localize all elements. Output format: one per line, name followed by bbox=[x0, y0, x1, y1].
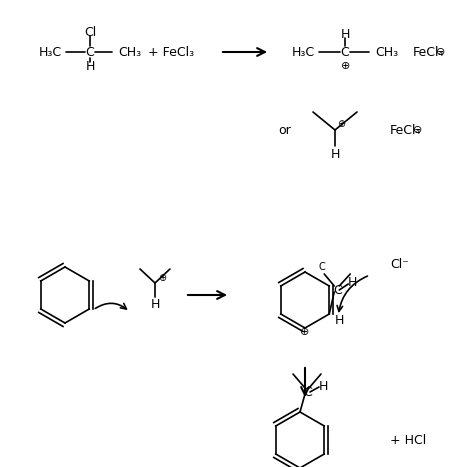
Text: ⊕: ⊕ bbox=[337, 119, 345, 129]
Text: H₃C: H₃C bbox=[292, 45, 315, 58]
Text: Cl: Cl bbox=[84, 26, 96, 38]
Text: ⊕: ⊕ bbox=[341, 61, 351, 71]
Text: + HCl: + HCl bbox=[390, 433, 426, 446]
Text: H: H bbox=[347, 276, 357, 289]
Text: ⊕: ⊕ bbox=[158, 273, 166, 283]
Text: FeCl₄: FeCl₄ bbox=[413, 45, 445, 58]
Text: H: H bbox=[330, 148, 340, 161]
Text: H: H bbox=[340, 28, 350, 41]
Text: ⊕: ⊕ bbox=[301, 327, 310, 337]
Text: C: C bbox=[341, 45, 349, 58]
Text: CH₃: CH₃ bbox=[375, 45, 398, 58]
Text: C: C bbox=[319, 262, 326, 272]
Text: C: C bbox=[333, 283, 342, 297]
Text: C: C bbox=[86, 45, 94, 58]
Text: H₃C: H₃C bbox=[39, 45, 62, 58]
Text: H: H bbox=[85, 59, 95, 72]
Text: H: H bbox=[335, 313, 344, 326]
Text: + FeCl₃: + FeCl₃ bbox=[148, 45, 194, 58]
Text: Cl⁻: Cl⁻ bbox=[391, 259, 410, 271]
Text: FeCl₄: FeCl₄ bbox=[390, 123, 421, 136]
Text: H: H bbox=[319, 380, 328, 392]
Text: CH₃: CH₃ bbox=[118, 45, 141, 58]
Text: ⊖: ⊖ bbox=[413, 125, 423, 135]
Text: C: C bbox=[304, 385, 312, 398]
Text: ⊖: ⊖ bbox=[436, 47, 446, 57]
Text: or: or bbox=[279, 123, 292, 136]
Text: H: H bbox=[150, 298, 160, 311]
